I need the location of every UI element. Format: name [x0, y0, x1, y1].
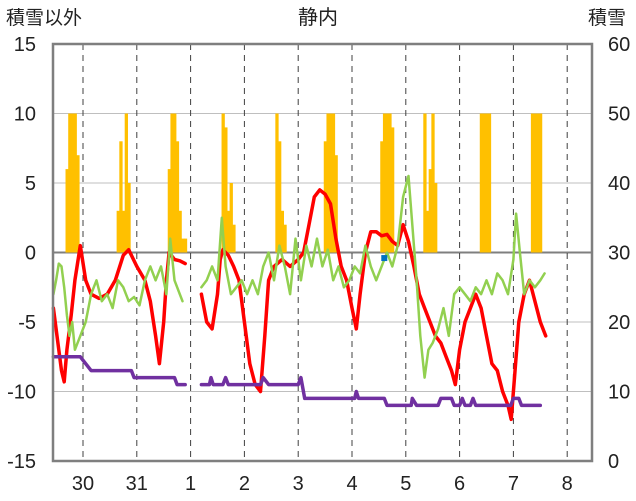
snowfall-bar — [385, 113, 389, 253]
x-tick-label: 2 — [239, 473, 250, 495]
x-tick-label: 30 — [72, 473, 94, 495]
x-tick-labels: 30 31 1 2 3 4 5 6 7 8 — [72, 473, 573, 495]
x-tick-label: 7 — [508, 473, 519, 495]
snowfall-bar — [487, 113, 492, 253]
x-tick-label: 6 — [454, 473, 465, 495]
snowfall-bar — [127, 183, 131, 253]
left-tick-label: -15 — [7, 451, 36, 473]
snowfall-bar — [536, 113, 540, 253]
snowfall-bar — [380, 141, 384, 253]
right-tick-label: 40 — [608, 173, 630, 195]
precip-point — [381, 255, 388, 262]
x-tick-label: 8 — [562, 473, 573, 495]
data-lines — [51, 174, 548, 422]
snowfall-bar — [221, 113, 225, 253]
snowfall-bar — [431, 113, 435, 253]
snowfall-bar — [173, 113, 177, 253]
chart-title: 静内 — [298, 6, 338, 29]
right-tick-label: 0 — [608, 451, 619, 473]
temperature-line — [51, 243, 187, 384]
right-tick-label: 30 — [608, 243, 630, 265]
snowfall-bars — [65, 113, 543, 253]
snowfall-bar — [68, 113, 72, 253]
snowfall-bar — [224, 127, 228, 253]
right-axis-label: 積雪 — [588, 7, 626, 29]
snowfall-bar — [124, 113, 128, 253]
snowfall-bar — [175, 141, 180, 253]
snowfall-bar — [331, 113, 336, 253]
snowfall-bar — [226, 210, 231, 253]
right-tick-label: 10 — [608, 382, 630, 404]
snowfall-bar — [170, 113, 174, 253]
snowfall-bar — [391, 127, 395, 253]
snowfall-bar — [116, 210, 120, 253]
left-axis-label: 積雪以外 — [6, 7, 82, 29]
left-tick-label: 10 — [14, 104, 36, 126]
snow_depth-line — [51, 355, 187, 387]
snowfall-bar — [280, 210, 285, 253]
snowfall-bar — [326, 113, 330, 253]
x-tick-label: 31 — [126, 473, 148, 495]
dewpoint-line — [200, 174, 546, 379]
left-tick-labels: 15 10 5 0 -5 -10 -15 — [7, 34, 36, 473]
snowfall-bar — [434, 183, 438, 253]
snowfall-bar — [73, 113, 77, 253]
snowfall-bar — [538, 113, 543, 253]
snowfall-bar — [334, 155, 338, 253]
snowfall-bar — [388, 113, 392, 253]
left-tick-label: -5 — [18, 312, 36, 334]
snowfall-bar — [382, 113, 387, 253]
snowfall-bar — [479, 113, 484, 253]
snowfall-bar — [181, 238, 185, 253]
left-tick-label: -10 — [7, 382, 36, 404]
snowfall-bar — [423, 113, 427, 253]
snowfall-bar — [229, 183, 233, 253]
snowfall-bar — [70, 113, 75, 253]
snowfall-bar — [428, 169, 432, 253]
plot-frame — [51, 42, 594, 463]
snowfall-bar — [65, 169, 69, 253]
snowfall-bar — [167, 169, 172, 253]
left-tick-label: 0 — [25, 243, 36, 265]
snowfall-bar — [76, 155, 80, 253]
snowfall-bar — [178, 210, 182, 253]
snowfall-bar — [232, 224, 236, 253]
x-tick-label: 5 — [400, 473, 411, 495]
snowfall-bar — [119, 141, 123, 253]
snowfall-bar — [122, 210, 126, 253]
right-tick-label: 20 — [608, 312, 630, 334]
grid — [53, 43, 592, 461]
snowfall-bar — [425, 210, 430, 253]
snowfall-bar — [283, 224, 287, 253]
snowfall-bar — [482, 113, 486, 253]
dewpoint-line — [52, 237, 184, 352]
snowfall-bar — [530, 113, 535, 253]
snowfall-bar — [485, 113, 489, 253]
snowfall-bar — [278, 141, 282, 253]
x-tick-label: 1 — [185, 473, 196, 495]
left-tick-label: 15 — [14, 34, 36, 56]
snowfall-bar — [533, 113, 537, 253]
snowfall-bar — [329, 113, 333, 253]
snow_depth-line — [199, 375, 543, 408]
x-tick-label: 3 — [293, 473, 304, 495]
left-tick-label: 5 — [25, 173, 36, 195]
snowfall-bar — [183, 238, 188, 253]
snowfall-bar — [275, 113, 279, 253]
right-tick-label: 60 — [608, 34, 630, 56]
right-tick-label: 50 — [608, 104, 630, 126]
x-tick-label: 4 — [346, 473, 357, 495]
right-tick-labels: 60 50 40 30 20 10 0 — [608, 34, 630, 473]
